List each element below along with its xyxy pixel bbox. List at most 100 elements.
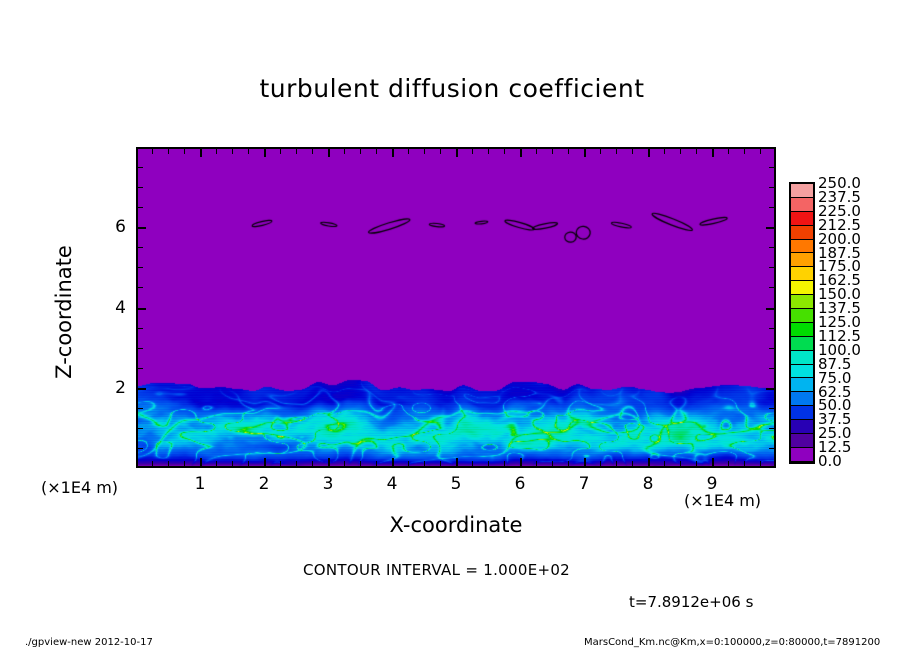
x-tick-top bbox=[568, 147, 569, 154]
colorbar-band bbox=[791, 184, 813, 198]
x-tick-top bbox=[520, 147, 522, 157]
page-title: turbulent diffusion coefficient bbox=[259, 74, 645, 103]
x-tick-bottom bbox=[680, 461, 681, 468]
colorbar-tick-label: 75.0 bbox=[818, 368, 852, 387]
y-tick-right bbox=[769, 207, 776, 209]
footer-command: ./gpview-new 2012-10-17 bbox=[25, 637, 153, 648]
x-tick-bottom bbox=[168, 461, 169, 468]
y-axis-tick-label: 6 bbox=[115, 217, 126, 238]
x-tick-bottom bbox=[152, 461, 153, 468]
colorbar-tick-label: 137.5 bbox=[818, 299, 861, 318]
x-tick-bottom bbox=[248, 461, 249, 468]
x-axis-title: X-coordinate bbox=[389, 513, 523, 537]
y-tick-right bbox=[769, 367, 776, 369]
colorbar-band bbox=[791, 281, 813, 296]
colorbar-tick-label: 100.0 bbox=[818, 340, 861, 359]
y-tick-right bbox=[769, 287, 776, 289]
colorbar-band bbox=[791, 434, 813, 448]
colorbar-tick-label: 200.0 bbox=[818, 229, 861, 248]
x-axis-tick-label: 9 bbox=[706, 474, 718, 494]
y-tick-left bbox=[136, 407, 143, 409]
x-tick-top bbox=[616, 147, 617, 154]
y-tick-left bbox=[136, 307, 146, 310]
x-tick-bottom bbox=[536, 461, 537, 468]
x-tick-top bbox=[696, 147, 697, 154]
y-tick-left bbox=[136, 167, 143, 169]
x-tick-top bbox=[296, 147, 297, 154]
x-tick-top bbox=[728, 147, 729, 154]
colorbar-tick-label: 62.5 bbox=[818, 382, 852, 401]
x-tick-top bbox=[152, 147, 153, 154]
x-tick-top bbox=[328, 147, 330, 157]
x-tick-top bbox=[680, 147, 681, 154]
x-tick-top bbox=[760, 147, 761, 154]
colorbar-tick-label: 237.5 bbox=[818, 187, 861, 206]
x-axis-tick-label: 8 bbox=[642, 474, 654, 494]
x-tick-bottom bbox=[632, 461, 633, 468]
x-tick-bottom bbox=[520, 458, 522, 468]
x-tick-bottom bbox=[216, 461, 217, 468]
x-tick-bottom bbox=[440, 461, 441, 468]
y-tick-left bbox=[136, 207, 143, 209]
x-tick-bottom bbox=[200, 458, 202, 468]
x-tick-bottom bbox=[456, 458, 458, 468]
x-axis-unit-left: (×1E4 m) bbox=[41, 478, 119, 497]
x-tick-bottom bbox=[312, 461, 313, 468]
y-tick-left bbox=[136, 347, 143, 349]
x-tick-top bbox=[264, 147, 266, 157]
y-tick-right bbox=[769, 347, 776, 349]
y-tick-left bbox=[136, 247, 143, 249]
x-tick-bottom bbox=[280, 461, 281, 468]
y-tick-right bbox=[769, 447, 776, 449]
x-tick-top bbox=[392, 147, 394, 157]
colorbar-band bbox=[791, 322, 813, 337]
footer-dataset: MarsCond_Km.nc@Km,x=0:100000,z=0:80000,t… bbox=[584, 637, 881, 648]
colorbar-band bbox=[791, 267, 813, 282]
x-axis-tick-label: 3 bbox=[322, 474, 334, 494]
x-tick-bottom bbox=[648, 458, 650, 468]
x-tick-bottom bbox=[424, 461, 425, 468]
x-tick-bottom bbox=[600, 461, 601, 468]
x-tick-top bbox=[360, 147, 361, 154]
y-tick-left bbox=[136, 327, 143, 329]
colorbar-band bbox=[791, 378, 813, 393]
x-tick-bottom bbox=[664, 461, 665, 468]
x-tick-top bbox=[216, 147, 217, 154]
colorbar-tick-label: 112.5 bbox=[818, 326, 861, 345]
colorbar-band bbox=[791, 392, 813, 407]
x-tick-top bbox=[744, 147, 745, 154]
time-stamp-note: t=7.8912e+06 s bbox=[629, 593, 754, 611]
y-axis-tick-label: 2 bbox=[115, 377, 126, 398]
x-axis-tick-label: 1 bbox=[194, 474, 206, 494]
y-axis-title: Z-coordinate bbox=[52, 245, 76, 379]
x-tick-top bbox=[200, 147, 202, 157]
colorbar-tick-label: 12.5 bbox=[818, 438, 852, 457]
colorbar-tick-label: 0.0 bbox=[818, 452, 842, 470]
x-tick-bottom bbox=[184, 461, 185, 468]
x-tick-top bbox=[344, 147, 345, 154]
colorbar-band bbox=[791, 253, 813, 268]
x-tick-bottom bbox=[728, 461, 729, 468]
x-tick-top bbox=[440, 147, 441, 154]
y-tick-left bbox=[136, 287, 143, 289]
y-tick-right bbox=[769, 407, 776, 409]
colorbar-band bbox=[791, 447, 813, 462]
colorbar-tick-label: 25.0 bbox=[818, 424, 852, 443]
x-tick-top bbox=[280, 147, 281, 154]
colorbar-tick-label: 175.0 bbox=[818, 257, 861, 276]
x-tick-top bbox=[408, 147, 409, 154]
y-tick-right bbox=[766, 307, 776, 310]
colorbar-tick-label: 212.5 bbox=[818, 215, 861, 234]
colorbar-band bbox=[791, 364, 813, 379]
colorbar-band bbox=[791, 225, 813, 240]
y-tick-right bbox=[769, 167, 776, 169]
contour-interval-note: CONTOUR INTERVAL = 1.000E+02 bbox=[303, 561, 571, 579]
x-tick-bottom bbox=[376, 461, 377, 468]
x-tick-top bbox=[600, 147, 601, 154]
x-tick-bottom bbox=[744, 461, 745, 468]
colorbar-band bbox=[791, 336, 813, 351]
x-tick-bottom bbox=[360, 461, 361, 468]
x-tick-bottom bbox=[696, 461, 697, 468]
x-axis-unit-right: (×1E4 m) bbox=[684, 491, 762, 510]
